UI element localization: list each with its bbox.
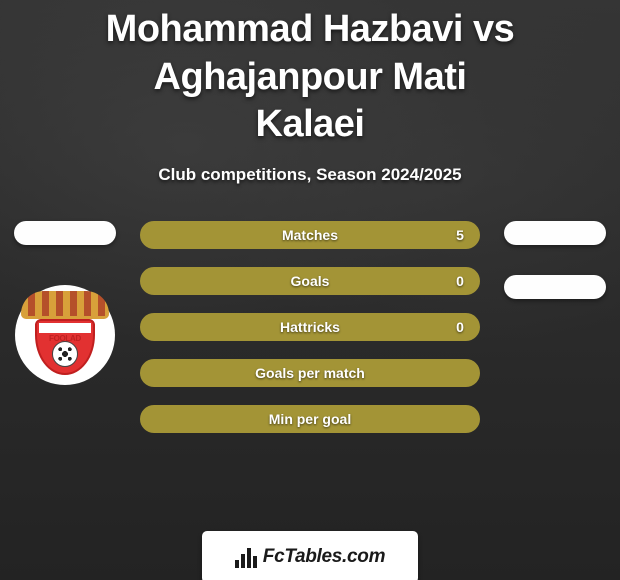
stat-row: Matches 5	[140, 221, 480, 249]
title-line-2: Kalaei	[256, 103, 365, 145]
stat-right-value	[442, 407, 478, 431]
stat-row: Goals 0	[140, 267, 480, 295]
stat-left-value	[142, 315, 178, 339]
comparison-card: Mohammad Hazbavi vs Aghajanpour Mati Kal…	[0, 0, 620, 580]
player1-club-badge: FOOLAD	[15, 285, 115, 385]
stat-left-value	[142, 407, 178, 431]
football-icon	[52, 341, 78, 367]
bar-chart-icon	[235, 546, 257, 568]
player1-country-pill	[14, 221, 116, 245]
stat-rows: Matches 5 Goals 0 Hattricks 0 Goals per match M…	[140, 221, 480, 433]
stat-label: Min per goal	[269, 411, 351, 427]
brand-text: FcTables.com	[263, 546, 385, 568]
player2-club-pill	[504, 275, 606, 299]
stat-row: Goals per match	[140, 359, 480, 387]
foolad-shield: FOOLAD	[35, 319, 95, 375]
stat-right-value: 5	[442, 223, 478, 247]
stat-row: Hattricks 0	[140, 313, 480, 341]
stat-left-value	[142, 361, 178, 385]
brand-badge: FcTables.com	[202, 531, 418, 580]
foolad-pattern	[21, 291, 109, 319]
stat-left-value	[142, 269, 178, 293]
comparison-arena: FOOLAD Matches 5 Goals 0 Hattricks 0 Goals per…	[0, 221, 620, 521]
subtitle: Club competitions, Season 2024/2025	[0, 165, 620, 185]
stat-right-value: 0	[442, 269, 478, 293]
player2-country-pill	[504, 221, 606, 245]
stat-label: Hattricks	[280, 319, 340, 335]
stat-left-value	[142, 223, 178, 247]
stat-right-value: 0	[442, 315, 478, 339]
title-line-1: Mohammad Hazbavi vs Aghajanpour Mati	[106, 8, 515, 98]
stat-label: Goals	[291, 273, 330, 289]
page-title: Mohammad Hazbavi vs Aghajanpour Mati Kal…	[0, 6, 620, 155]
player2-column	[500, 221, 610, 299]
stat-label: Goals per match	[255, 365, 365, 381]
stat-label: Matches	[282, 227, 338, 243]
player1-column: FOOLAD	[10, 221, 120, 385]
stat-row: Min per goal	[140, 405, 480, 433]
stat-right-value	[442, 361, 478, 385]
